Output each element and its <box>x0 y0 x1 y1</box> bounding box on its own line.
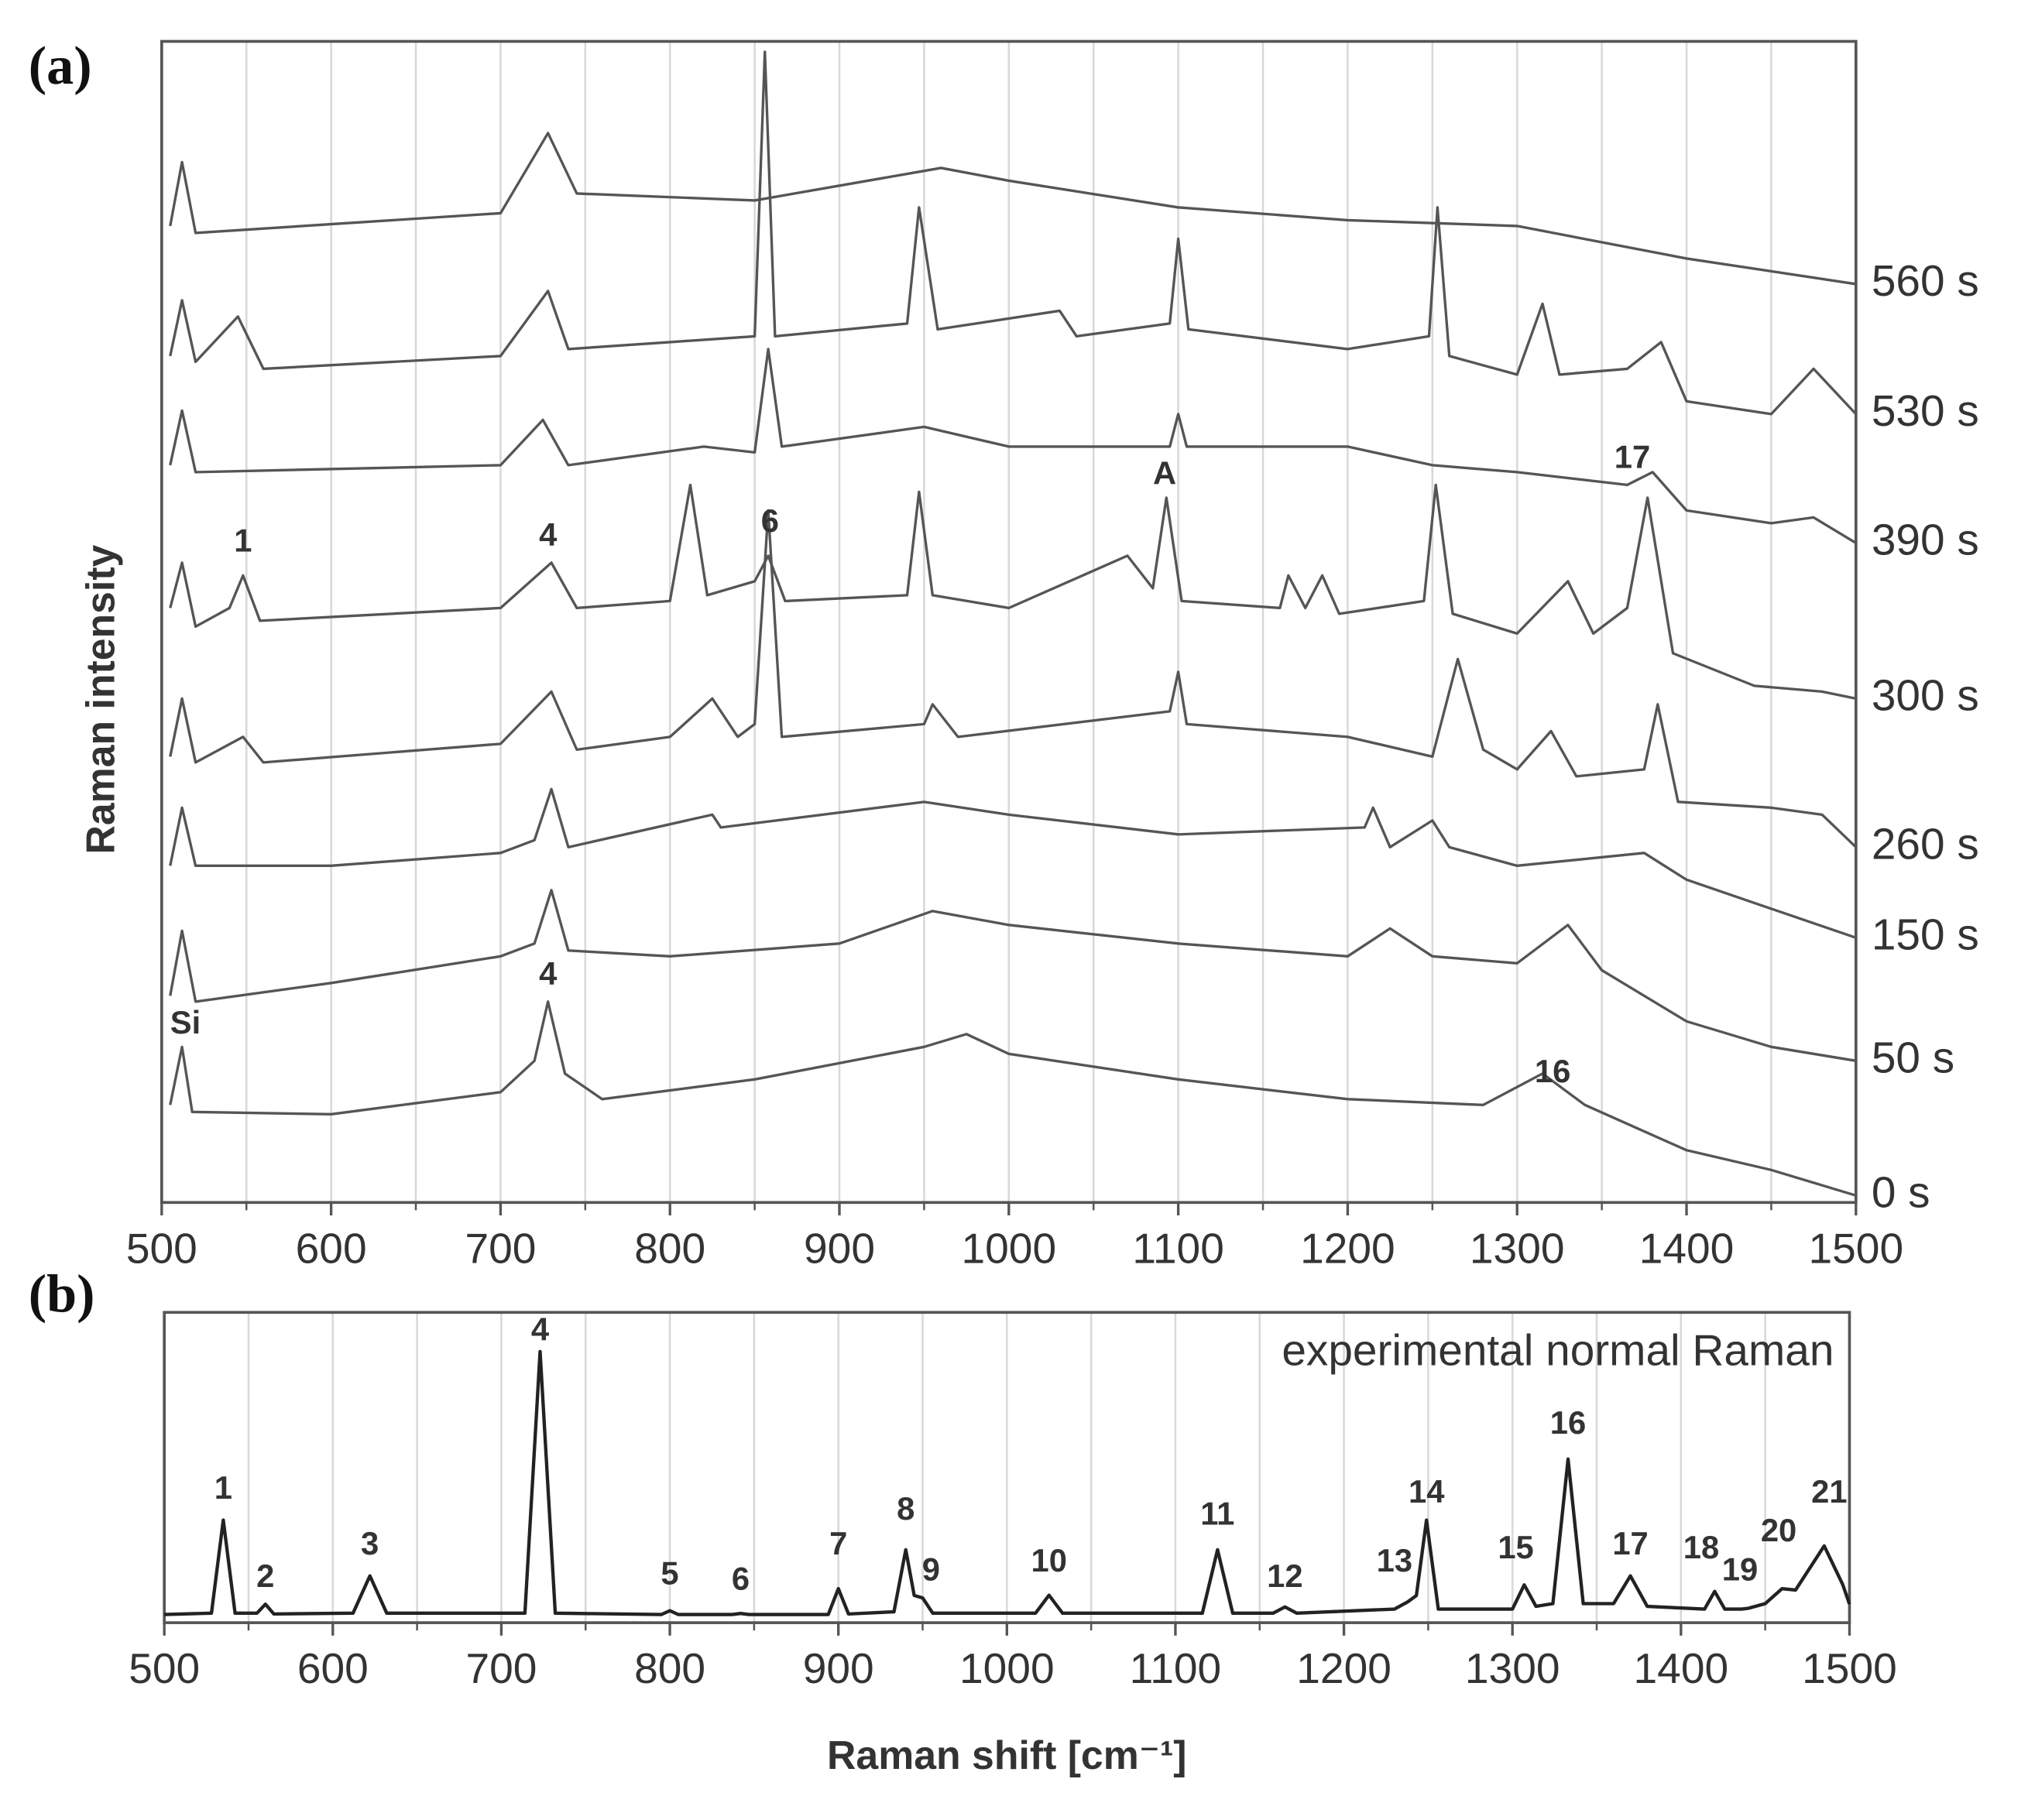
peak-label: 1 <box>234 522 252 558</box>
peak-label: 16 <box>1535 1053 1570 1089</box>
series-label: 390 s <box>1872 516 1979 564</box>
x-tick-label: 1300 <box>1470 1224 1565 1272</box>
series-label: 50 s <box>1872 1033 1954 1082</box>
legend-label: experimental normal Raman <box>1282 1327 1834 1376</box>
x-tick-label: 800 <box>634 1224 705 1272</box>
plot-frame <box>163 1311 1851 1624</box>
x-tick-label: 600 <box>296 1224 367 1272</box>
peak-label: 10 <box>1031 1542 1066 1578</box>
x-tick-label: 1500 <box>1802 1644 1897 1692</box>
peak-label: 1 <box>214 1469 232 1506</box>
x-axis-label: Raman shift [cm⁻¹] <box>827 1733 1187 1777</box>
series-label: 560 s <box>1872 257 1979 306</box>
x-tick-label: 800 <box>634 1644 705 1692</box>
series-label: 260 s <box>1872 820 1979 869</box>
peak-label: 12 <box>1267 1558 1302 1594</box>
x-tick-label: 1000 <box>962 1224 1057 1272</box>
series-label: 0 s <box>1872 1168 1930 1217</box>
peak-label: 5 <box>661 1555 678 1592</box>
series-label: 530 s <box>1872 387 1979 436</box>
spectrum-line <box>169 889 1857 1062</box>
peak-label: 17 <box>1612 1525 1648 1561</box>
peak-label: 15 <box>1498 1529 1533 1565</box>
peak-label: 13 <box>1377 1542 1412 1578</box>
x-tick-label: 1100 <box>1132 1224 1224 1272</box>
x-tick-label: 1400 <box>1639 1224 1735 1272</box>
peak-label: 14 <box>1409 1473 1444 1510</box>
peak-label: 7 <box>829 1525 847 1561</box>
peak-label: 19 <box>1722 1551 1758 1587</box>
x-tick-label: 600 <box>297 1644 369 1692</box>
peak-label: 8 <box>897 1490 914 1527</box>
x-tick-label: 500 <box>126 1224 197 1272</box>
peak-label: 20 <box>1761 1512 1796 1548</box>
x-tick-label: 1300 <box>1465 1644 1560 1692</box>
x-tick-label: 900 <box>804 1224 875 1272</box>
peak-label: 18 <box>1683 1529 1719 1565</box>
x-tick-label: 1100 <box>1130 1644 1222 1692</box>
spectrum-line <box>169 132 1857 286</box>
spectrum-line <box>169 787 1857 939</box>
peak-label: 9 <box>922 1551 940 1587</box>
peak-label: 11 <box>1200 1496 1234 1532</box>
peak-label: 17 <box>1615 438 1650 475</box>
x-tick-label: 500 <box>129 1644 200 1692</box>
series-label: 300 s <box>1872 671 1979 720</box>
panel-label: (a) <box>29 36 92 96</box>
x-tick-label: 1200 <box>1296 1644 1391 1692</box>
x-tick-label: 700 <box>465 1224 536 1272</box>
peak-label: 6 <box>732 1560 750 1596</box>
peak-label: 16 <box>1550 1404 1586 1441</box>
spectrum-line <box>169 1000 1857 1197</box>
plot-frame <box>160 39 1858 1205</box>
spectrum-line <box>169 483 1857 701</box>
peak-label: 21 <box>1811 1473 1847 1510</box>
series-label: 150 s <box>1872 910 1979 959</box>
peak-label: 6 <box>761 502 779 539</box>
x-tick-label: 1200 <box>1300 1224 1395 1272</box>
x-tick-label: 1000 <box>959 1644 1055 1692</box>
spectrum-line <box>164 1349 1851 1616</box>
x-tick-label: 1400 <box>1634 1644 1729 1692</box>
peak-label: 2 <box>256 1558 274 1594</box>
peak-label: 4 <box>539 516 557 553</box>
peak-label: 3 <box>361 1525 379 1561</box>
panel-label: (b) <box>29 1264 95 1325</box>
spectrum-line <box>169 348 1857 544</box>
peak-label: Si <box>170 1004 201 1040</box>
y-axis-label: Raman intensity <box>77 544 122 854</box>
x-tick-label: 900 <box>803 1644 874 1692</box>
peak-label: 4 <box>531 1311 549 1348</box>
spectrum-line <box>169 509 1857 848</box>
spectrum-line <box>169 50 1858 416</box>
peak-label: A <box>1153 454 1176 491</box>
peak-label: 4 <box>539 955 557 992</box>
x-tick-label: 700 <box>465 1644 537 1692</box>
x-tick-label: 1500 <box>1809 1224 1904 1272</box>
